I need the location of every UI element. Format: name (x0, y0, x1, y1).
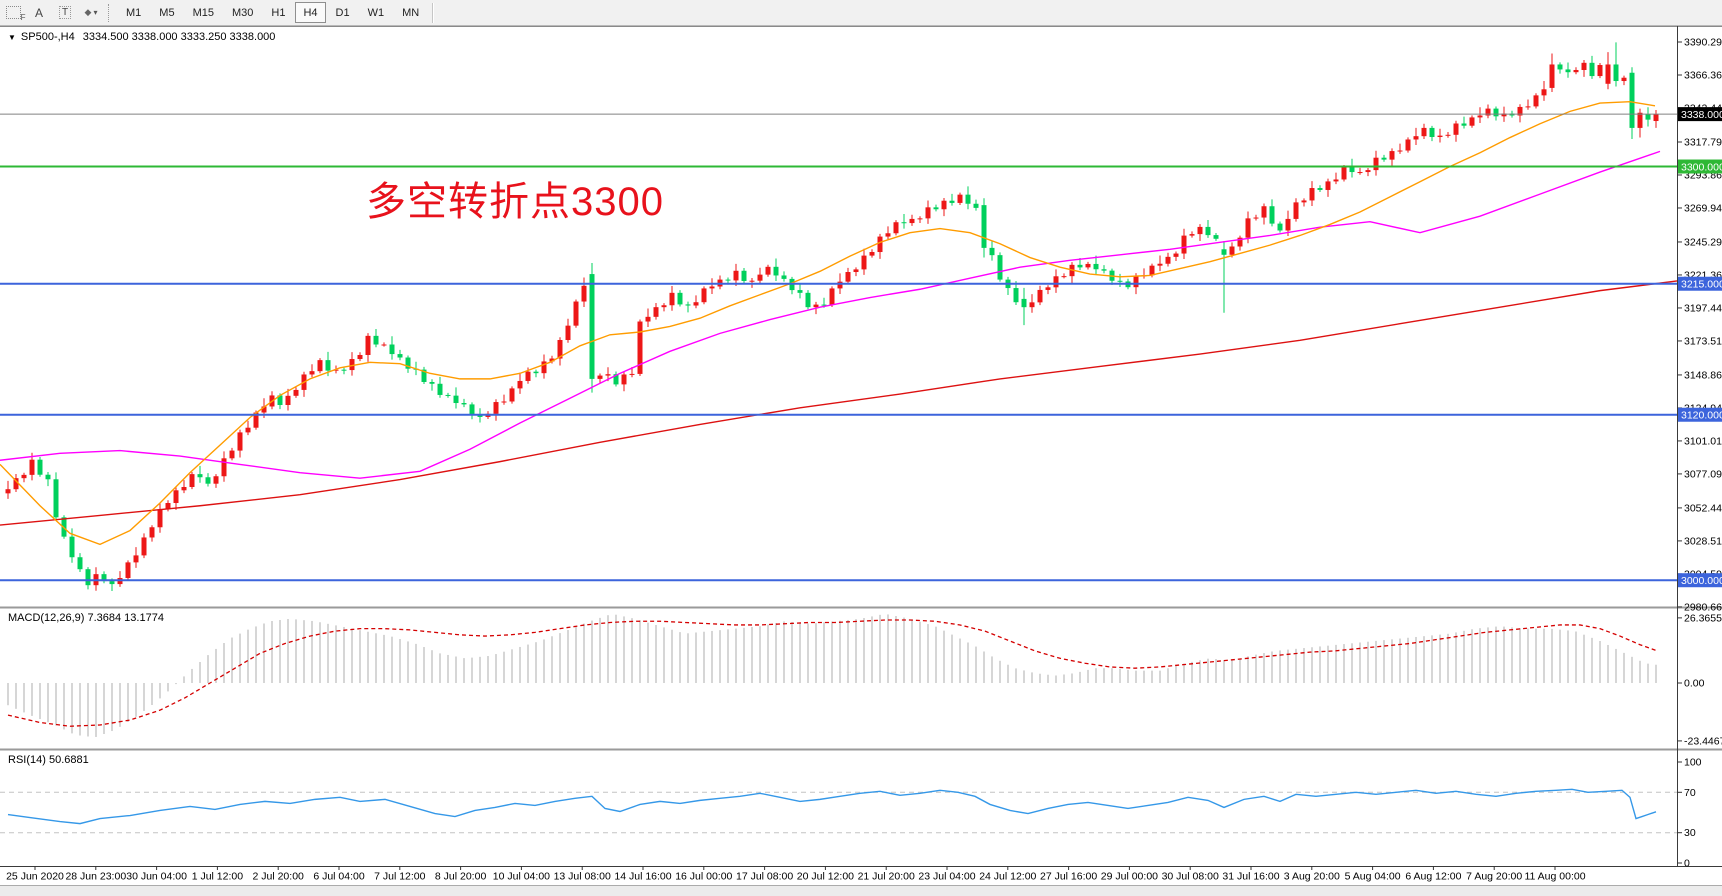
price-box-3120.000: 3120.000 (1681, 410, 1722, 422)
price-tick-3317.790: 3317.790 (1684, 136, 1722, 148)
time-label-2: 30 Jun 04:00 (126, 871, 187, 883)
time-label-3: 1 Jul 12:00 (192, 871, 244, 883)
timeframe-button-mn[interactable]: MN (402, 6, 420, 19)
text-label-button[interactable]: T (53, 3, 77, 23)
price-tick-3245.290: 3245.290 (1684, 236, 1722, 248)
price-tick-3028.515: 3028.515 (1684, 535, 1722, 547)
macd-histogram (7, 614, 1657, 737)
timeframe-button-h4[interactable]: H4 (295, 2, 326, 23)
price-tick-3173.515: 3173.515 (1684, 335, 1722, 347)
time-label-14: 21 Jul 20:00 (858, 871, 915, 883)
grid-icon-label: F (20, 13, 26, 22)
window-bottom-edge (0, 885, 1722, 896)
time-axis[interactable]: 25 Jun 2020 28 Jun 23:00 30 Jun 04:00 1 Jul… (6, 866, 1586, 883)
chart-background[interactable] (0, 26, 1722, 884)
time-label-19: 30 Jul 08:00 (1162, 871, 1219, 883)
macd-tick-0.00: 0.00 (1684, 678, 1705, 690)
price-tick-3148.865: 3148.865 (1684, 369, 1722, 381)
macd-signal-line (7, 619, 1657, 727)
ma-mid-magenta (0, 150, 1661, 479)
rsi-tick-30: 30 (1684, 827, 1696, 839)
symbol-label: SP500-,H4 (20, 31, 75, 43)
timeframe-button-h1[interactable]: H1 (271, 6, 286, 19)
timeframe-button-d1[interactable]: D1 (335, 6, 350, 19)
shapes-icon: ◆ (84, 7, 92, 17)
time-label-22: 5 Aug 04:00 (1345, 871, 1401, 883)
time-label-25: 11 Aug 00:00 (1524, 871, 1585, 883)
time-label-15: 23 Jul 04:00 (918, 871, 975, 883)
price-box-3338.000: 3338.000 (1681, 109, 1722, 121)
horizontal-lines[interactable] (0, 113, 1677, 582)
ohlc-values: 3334.500 3338.000 3333.250 3338.000 (82, 31, 276, 43)
price-box-3000.000: 3000.000 (1681, 575, 1722, 587)
chart-grid-button[interactable]: F (1, 3, 26, 23)
time-label-10: 14 Jul 16:00 (614, 871, 671, 883)
price-tick-3101.015: 3101.015 (1684, 435, 1722, 447)
chart-title: ▼ SP500-,H4 3334.500 3338.000 3333.250 333… (8, 31, 275, 43)
price-box-3215.000: 3215.000 (1681, 279, 1722, 291)
toolbar-drag-handle[interactable] (108, 3, 113, 22)
toolbar-separator (432, 2, 435, 23)
price-box-3300.000: 3300.000 (1681, 161, 1722, 173)
timeframe-button-m15[interactable]: M15 (192, 6, 214, 19)
time-label-4: 2 Jul 20:00 (253, 871, 305, 883)
macd-indicator-label: MACD(12,26,9) 7.3684 13.1774 (8, 612, 164, 624)
rsi-indicator-label: RSI(14) 50.6881 (8, 754, 89, 766)
time-label-17: 27 Jul 16:00 (1040, 871, 1097, 883)
time-label-13: 20 Jul 12:00 (797, 871, 854, 883)
time-label-0: 25 Jun 2020 (6, 871, 64, 883)
timeframe-button-m5[interactable]: M5 (159, 6, 175, 19)
price-tick-3052.440: 3052.440 (1684, 502, 1722, 514)
price-tick-3366.365: 3366.365 (1684, 70, 1722, 82)
grid-icon: F (5, 6, 26, 22)
price-axis-boxes: 3338.000 3300.000 3215.000 3120.000 3000.000 (1678, 107, 1722, 588)
price-tick-3077.090: 3077.090 (1684, 468, 1722, 480)
time-label-5: 6 Jul 04:00 (313, 871, 365, 883)
time-label-1: 28 Jun 23:00 (65, 871, 126, 883)
time-label-23: 6 Aug 12:00 (1405, 871, 1461, 883)
macd-tick--23.4467: -23.4467 (1684, 735, 1722, 747)
price-tick-2980.665: 2980.665 (1684, 601, 1722, 613)
price-tick-3197.440: 3197.440 (1684, 302, 1722, 314)
time-label-16: 24 Jul 12:00 (979, 871, 1036, 883)
time-label-21: 3 Aug 20:00 (1284, 871, 1340, 883)
time-label-9: 13 Jul 08:00 (554, 871, 611, 883)
timeframe-button-m1[interactable]: M1 (126, 6, 142, 19)
panel-borders (0, 26, 1722, 867)
timeframe-button-w1[interactable]: W1 (367, 6, 385, 19)
rsi-tick-70: 70 (1684, 787, 1696, 799)
ma-slow-red (0, 280, 1678, 526)
rsi-line (7, 788, 1657, 825)
time-label-7: 8 Jul 20:00 (435, 871, 487, 883)
text-a-icon: A (34, 5, 43, 20)
chevron-down-icon: ▾ (93, 8, 98, 17)
price-tick-3269.940: 3269.940 (1684, 202, 1722, 214)
time-label-20: 31 Jul 16:00 (1222, 871, 1279, 883)
timeframe-button-m30[interactable]: M30 (231, 6, 254, 19)
time-label-24: 7 Aug 20:00 (1466, 871, 1522, 883)
time-label-12: 17 Jul 08:00 (736, 871, 793, 883)
text-label-icon: T (58, 6, 72, 19)
macd-tick-26.3655: 26.3655 (1684, 612, 1722, 624)
rsi-tick-0: 0 (1684, 858, 1690, 870)
price-tick-3390.290: 3390.290 (1684, 37, 1722, 49)
time-label-18: 29 Jul 00:00 (1101, 871, 1158, 883)
time-label-8: 10 Jul 04:00 (493, 871, 550, 883)
time-label-6: 7 Jul 12:00 (374, 871, 426, 883)
text-annotation-button[interactable]: A (27, 3, 51, 23)
toolbar: F A T ◆ ▾ M1 M5 M15 M30 H1 H4 D1 W1 MN (0, 0, 1722, 26)
ma-fast-orange (0, 101, 1656, 546)
indicator-axes: 26.3655 0.00 -23.4467 100 70 30 0 (1677, 612, 1722, 870)
chart-text-annotation[interactable]: 多空转折点3300 (366, 180, 664, 224)
time-label-11: 16 Jul 00:00 (675, 871, 732, 883)
symbol-dropdown-icon[interactable]: ▼ (8, 33, 16, 42)
draw-objects-button[interactable]: ◆ ▾ (79, 3, 103, 23)
rsi-tick-100: 100 (1684, 757, 1702, 769)
timeframe-group: M1 M5 M15 M30 H1 H4 D1 W1 MN (117, 2, 428, 23)
